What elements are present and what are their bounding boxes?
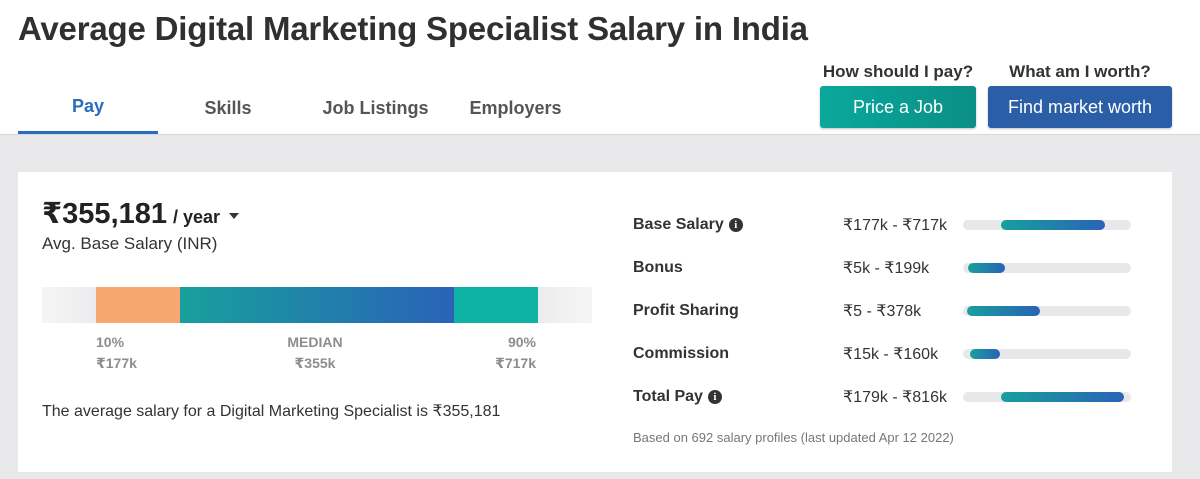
chevron-down-icon[interactable] <box>229 213 240 219</box>
comp-range: ₹177k - ₹717k <box>843 217 947 234</box>
comp-range: ₹5 - ₹378k <box>843 303 922 320</box>
comp-row-base-salary: Base Salary i ₹177k - ₹717k <box>633 213 1131 237</box>
comp-range: ₹15k - ₹160k <box>843 346 939 363</box>
salary-card: ₹355,181 / year Avg. Base Salary (INR) 1… <box>18 172 1172 472</box>
page-title: Average Digital Marketing Specialist Sal… <box>18 10 808 47</box>
percentile-10: 10% ₹177k <box>96 332 137 374</box>
range-segment-middle <box>180 287 455 323</box>
price-a-job-group: How should I pay? Price a Job <box>820 60 976 128</box>
comp-range-track <box>963 349 1131 359</box>
comp-range-fill <box>1001 220 1105 230</box>
percentile-10-label: 10% <box>96 334 125 350</box>
comp-range-fill <box>967 306 1040 316</box>
comp-range-track <box>963 263 1131 273</box>
percentile-median: MEDIAN ₹355k <box>258 332 372 374</box>
comp-row-commission: Commission ₹15k - ₹160k <box>633 342 1131 366</box>
comp-row-profit-sharing: Profit Sharing ₹5 - ₹378k <box>633 299 1131 323</box>
range-segment-low <box>96 287 180 323</box>
comp-row-bonus: Bonus ₹5k - ₹199k <box>633 256 1131 280</box>
average-salary-value: ₹355,181 <box>42 198 168 230</box>
comp-row-total-pay: Total Pay i ₹179k - ₹816k <box>633 385 1131 409</box>
tab-job-listings[interactable]: Job Listings <box>322 97 429 118</box>
percentile-90: 90% ₹717k <box>456 332 536 374</box>
tab-bar: Pay Skills Job Listings Employers <box>18 82 578 134</box>
info-icon[interactable]: i <box>707 390 722 404</box>
comp-label: Base Salary <box>633 216 724 233</box>
comp-label: Commission <box>633 345 730 362</box>
price-a-job-prompt: How should I pay? <box>822 62 974 81</box>
percentile-90-value: ₹717k <box>495 355 536 371</box>
tab-employers[interactable]: Employers <box>469 97 562 118</box>
comp-range-fill <box>969 349 1000 359</box>
price-a-job-button[interactable]: Price a Job <box>820 86 976 128</box>
comp-range: ₹179k - ₹816k <box>843 389 947 406</box>
comp-range-track <box>963 392 1131 402</box>
percentile-10-value: ₹177k <box>96 355 137 371</box>
range-segment-high <box>454 287 538 323</box>
salary-range-bar <box>42 287 592 323</box>
average-salary-caption: Avg. Base Salary (INR) <box>42 234 218 253</box>
market-worth-group: What am I worth? Find market worth <box>988 60 1172 128</box>
pay-period-selector[interactable]: / year <box>173 207 221 227</box>
market-worth-prompt: What am I worth? <box>1009 62 1151 81</box>
average-salary-row: ₹355,181 / year <box>42 196 240 231</box>
comp-label: Bonus <box>633 259 683 276</box>
comp-range-track <box>963 220 1131 230</box>
comp-range-track <box>963 306 1131 316</box>
tab-pay[interactable]: Pay <box>18 82 158 134</box>
percentile-median-value: ₹355k <box>294 355 336 371</box>
comp-range: ₹5k - ₹199k <box>843 260 930 277</box>
tab-skills[interactable]: Skills <box>204 97 252 118</box>
comp-range-fill <box>1001 392 1124 402</box>
comp-range-fill <box>968 263 1006 273</box>
find-market-worth-button[interactable]: Find market worth <box>988 86 1172 128</box>
salary-summary-text: The average salary for a Digital Marketi… <box>42 403 501 420</box>
info-icon[interactable]: i <box>728 218 743 232</box>
percentile-90-label: 90% <box>507 334 536 350</box>
comp-label: Profit Sharing <box>633 302 739 319</box>
comp-label: Total Pay <box>633 388 703 405</box>
percentile-median-label: MEDIAN <box>287 334 343 350</box>
salary-footnote: Based on 692 salary profiles (last updat… <box>633 430 954 445</box>
